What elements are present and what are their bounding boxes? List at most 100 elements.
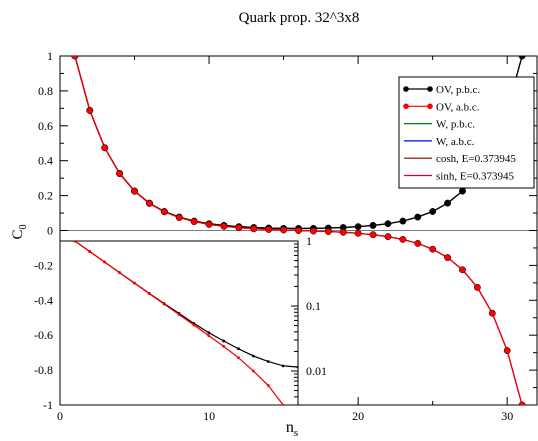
- main-plot: -1-0.8-0.6-0.4-0.200.20.40.60.810 10 20 30: [34, 49, 538, 423]
- y-tick-label: 0.4: [38, 154, 53, 168]
- series-0-point: [384, 220, 392, 228]
- inset-series-0-point: [251, 354, 255, 358]
- inset-series-1-point: [207, 334, 211, 338]
- series-1-point: [235, 224, 243, 232]
- x-axis-label: ns: [286, 419, 298, 439]
- legend: OV, p.b.c. OV, a.b.c. W, p.b.c. W, a.b.c. co…: [398, 76, 535, 189]
- series-1-point: [473, 283, 481, 291]
- y-tick-label: 0.2: [38, 189, 53, 203]
- series-1-point: [116, 170, 124, 178]
- series-1-point: [265, 226, 273, 233]
- series-0-point: [399, 217, 407, 225]
- legend-label: W, p.b.c.: [436, 119, 475, 131]
- svg-text:ns: ns: [286, 419, 298, 439]
- inset-series-1-point: [88, 250, 92, 253]
- series-1-point: [86, 106, 94, 114]
- series-1-point: [160, 208, 168, 216]
- y-tick-label: -0.6: [34, 328, 53, 342]
- series-0-point: [444, 199, 452, 207]
- x-tick-label: 10: [203, 409, 215, 423]
- x-axis-label-main: n: [286, 419, 294, 436]
- legend-label: cosh, E=0.373945: [436, 153, 516, 165]
- legend-swatch-marker: [427, 86, 433, 92]
- inset-series-1-point: [73, 241, 77, 243]
- y-tick-label: -1: [43, 398, 53, 412]
- inset-series-0-point: [207, 331, 211, 334]
- inset-series-0-point: [281, 364, 285, 368]
- series-1-point: [369, 231, 377, 239]
- y-tick-label: -0.4: [34, 293, 53, 307]
- legend-swatch-marker: [427, 103, 433, 110]
- legend-label: sinh, E=0.373945: [436, 171, 515, 183]
- series-1-point: [131, 187, 138, 195]
- series-0-point: [369, 221, 377, 229]
- legend-label: OV, a.b.c.: [436, 101, 480, 113]
- series-1-point: [429, 245, 437, 253]
- inset-plot-frame: [59, 240, 299, 406]
- series-1-point: [295, 227, 302, 234]
- legend-swatch-marker: [403, 103, 409, 110]
- x-axis-label-sub: s: [294, 427, 298, 439]
- x-tick-label: 30: [501, 409, 513, 423]
- inset-series-0-point: [296, 365, 298, 369]
- inset-series-1-point: [162, 302, 166, 306]
- series-1-point: [71, 56, 79, 60]
- legend-label: OV, p.b.c.: [436, 84, 480, 96]
- legend-swatch-marker: [403, 86, 409, 92]
- y-tick-label: 0.8: [38, 84, 53, 98]
- legend-box: [398, 76, 535, 189]
- series-1-point: [309, 227, 317, 235]
- inset-series-1-point: [222, 344, 226, 348]
- series-1-point: [175, 214, 183, 222]
- inset-series-1-point: [237, 356, 240, 360]
- y-tick-label: -0.8: [34, 363, 53, 377]
- inset-series-1-point: [192, 323, 196, 327]
- y-tick-label: -0.2: [34, 258, 53, 272]
- inset-series-1-point: [118, 271, 121, 275]
- series-0-point: [518, 56, 526, 60]
- svg-text:C0: C0: [10, 224, 29, 239]
- series-1-point: [205, 220, 213, 228]
- inset-series-0-point: [222, 339, 226, 343]
- y-tick-label: 0: [47, 224, 53, 238]
- series-1-point: [354, 229, 362, 237]
- x-tick-label: 20: [352, 409, 364, 423]
- series-1-point: [459, 266, 466, 274]
- series-0-point: [459, 187, 466, 195]
- series-1-point: [488, 309, 496, 317]
- series-1-point: [503, 347, 511, 355]
- series-0-point: [429, 208, 437, 215]
- y-axis-label-sub: 0: [18, 224, 29, 229]
- series-1-point: [339, 228, 347, 236]
- inset-series-1-point: [251, 369, 255, 373]
- series-1-point: [220, 222, 228, 230]
- series-1-point: [518, 401, 526, 405]
- inset-series-0-point: [237, 347, 240, 351]
- inset-series-0-point: [266, 360, 270, 363]
- y-tick-label: 1: [47, 49, 53, 63]
- inset-series-1-point: [103, 260, 107, 264]
- inset-y-tick-label: 1: [306, 234, 312, 248]
- inset-series-1-point: [281, 403, 285, 405]
- inset-series-1-point: [266, 384, 270, 387]
- series-1-point: [399, 235, 407, 243]
- inset-series-1-point: [147, 292, 151, 296]
- series-1-point: [250, 225, 258, 233]
- chart-title: Quark prop. 32^3x8: [239, 10, 360, 26]
- inset-plot: 1 0.1 0.01: [59, 234, 327, 406]
- series-1-point: [145, 200, 153, 207]
- series-1-point: [384, 233, 392, 241]
- series-1-point: [190, 218, 198, 226]
- series-1-point: [414, 239, 422, 247]
- y-tick-label: 0.6: [38, 119, 53, 133]
- legend-label: W, a.b.c.: [436, 136, 475, 148]
- series-0-point: [414, 213, 422, 221]
- series-0-point: [354, 223, 362, 231]
- y-axis-label: C0: [10, 224, 29, 239]
- inset-series-1-point: [177, 313, 181, 316]
- series-1-point: [444, 254, 452, 261]
- y-axis-label-main: C: [10, 229, 26, 239]
- series-1-point: [101, 144, 109, 152]
- inset-y-tick-label: 0.1: [306, 299, 321, 313]
